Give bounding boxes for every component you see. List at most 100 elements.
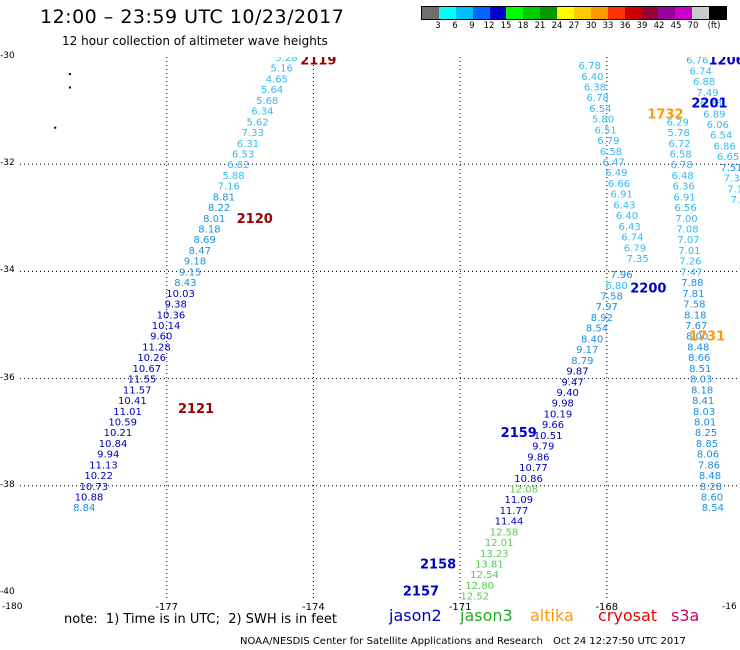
swh-value: 12.52 <box>460 592 489 600</box>
colorbar-swatch <box>641 7 659 19</box>
swh-value: 7.15 <box>727 184 740 195</box>
island-dot <box>68 73 71 76</box>
swh-value: 9.15 <box>179 267 201 278</box>
swh-value: 10.03 <box>166 289 195 300</box>
swh-value: 8.92 <box>591 313 613 324</box>
swh-value: 6.34 <box>251 107 273 118</box>
swh-value: 8.84 <box>73 503 95 514</box>
swh-value: 8.01 <box>694 417 716 428</box>
swh-value: 8.18 <box>198 225 220 236</box>
swh-value: 7.16 <box>218 182 240 193</box>
y-tick-label: -36 <box>0 372 15 383</box>
swh-value: 6.80 <box>605 281 627 292</box>
colorbar-label: 3 <box>435 21 441 31</box>
swh-value: 11.28 <box>142 342 171 353</box>
pass-label: 2158 <box>420 558 456 573</box>
swh-value: 6.58 <box>600 147 622 158</box>
pass-label: 1206 <box>709 57 740 69</box>
swh-value: 8.41 <box>692 396 714 407</box>
y-tick-label: -38 <box>0 479 15 490</box>
colorbar-swatch <box>455 7 473 19</box>
swh-value: 6.91 <box>611 190 633 201</box>
swh-value: 6.49 <box>605 168 627 179</box>
swh-value: 8.54 <box>586 324 608 335</box>
colorbar-swatch <box>472 7 490 19</box>
x-tick-label: -174 <box>302 602 325 613</box>
swh-value: 7.33 <box>242 128 264 139</box>
map-plot-area[interactable]: 5.28 5.16 4.65 5.64 5.68 6.34 5.62 7.33 6.31 6.53… <box>20 57 740 600</box>
swh-value: 7.00 <box>675 214 697 225</box>
swh-value: 7.86 <box>698 460 720 471</box>
swh-value: 11.09 <box>504 495 533 506</box>
swh-value: 7.58 <box>683 300 705 311</box>
page-subtitle: 12 hour collection of altimeter wave hei… <box>62 34 328 48</box>
swh-value: 7.81 <box>682 289 704 300</box>
swh-value: 6.74 <box>621 233 643 244</box>
swh-value: 6.74 <box>690 66 712 77</box>
colorbar-label: 18 <box>517 21 529 31</box>
swh-value: 8.22 <box>208 203 230 214</box>
y-tick-label: -30 <box>0 51 15 61</box>
swh-value: 7.01 <box>678 246 700 257</box>
swh-value: 6.23 <box>700 99 722 110</box>
swh-value: 7.96 <box>610 270 632 281</box>
colorbar-label: 9 <box>469 21 475 31</box>
swh-value: 7.47 <box>680 267 702 278</box>
swh-value: 6.38 <box>584 82 606 93</box>
colorbar-swatch <box>422 7 439 19</box>
colorbar-label: 12 <box>483 21 495 31</box>
colorbar-label: 70 <box>687 21 699 31</box>
pass-label: 2200 <box>630 281 666 296</box>
satellite-s3a: s3a <box>671 606 700 625</box>
colorbar-label: 24 <box>551 21 563 31</box>
swh-value: 8.40 <box>581 334 603 345</box>
swh-value: 11.44 <box>495 517 524 528</box>
swh-value: 5.64 <box>261 85 283 96</box>
swh-value: 7.32 <box>731 195 740 206</box>
swh-value: 6.89 <box>703 109 725 120</box>
swh-value: 8.81 <box>213 192 235 203</box>
swh-value: 8.03 <box>693 407 715 418</box>
swh-value: 6.29 <box>667 117 689 128</box>
colorbar-label: 36 <box>619 21 631 31</box>
swh-value: 9.40 <box>557 388 579 399</box>
swh-value: 6.40 <box>616 211 638 222</box>
swh-value: 11.01 <box>113 407 142 418</box>
swh-value: 6.86 <box>714 141 736 152</box>
pass-label: 2121 <box>178 402 214 417</box>
colorbar-swatch <box>557 7 575 19</box>
y-tick-label: -40 <box>0 587 15 597</box>
colorbar-swatch <box>438 7 456 19</box>
swh-value: 13.23 <box>480 549 509 560</box>
pass-label: 2201 <box>691 97 727 112</box>
swh-value: 8.18 <box>691 385 713 396</box>
swh-value: 7.67 <box>685 321 707 332</box>
swh-value: 8.60 <box>701 493 723 504</box>
swh-value: 12.54 <box>470 570 499 581</box>
swh-value: 6.43 <box>619 222 641 233</box>
colorbar-label: 33 <box>602 21 614 31</box>
swh-value: 6.36 <box>672 182 694 193</box>
swh-value: 8.48 <box>699 471 721 482</box>
y-tick-label: -32 <box>0 158 15 169</box>
swh-value: 5.16 <box>271 64 293 75</box>
x-corner-right-label: -16 <box>722 602 737 612</box>
swh-value: 6.88 <box>693 77 715 88</box>
swh-value: 6.47 <box>603 158 625 169</box>
footer-timestamp: Oct 24 12:27:50 UTC 2017 <box>553 636 686 647</box>
swh-value: 7.49 <box>696 88 718 99</box>
colorbar-label: 30 <box>585 21 597 31</box>
x-tick-label: -171 <box>448 602 472 613</box>
swh-value: 6.91 <box>673 192 695 203</box>
swh-value: 9.79 <box>532 442 554 453</box>
swh-value: 8.79 <box>571 356 593 367</box>
swh-value: 5.80 <box>592 115 614 126</box>
colorbar-swatch <box>523 7 541 19</box>
swh-value: 10.19 <box>544 409 573 420</box>
swh-value: 8.66 <box>688 353 710 364</box>
swh-value: 11.55 <box>128 375 157 386</box>
swh-value: 9.98 <box>552 399 574 410</box>
swh-value: 7.26 <box>679 257 701 268</box>
swh-value: 6.31 <box>237 139 259 150</box>
colorbar-swatch <box>692 7 710 19</box>
